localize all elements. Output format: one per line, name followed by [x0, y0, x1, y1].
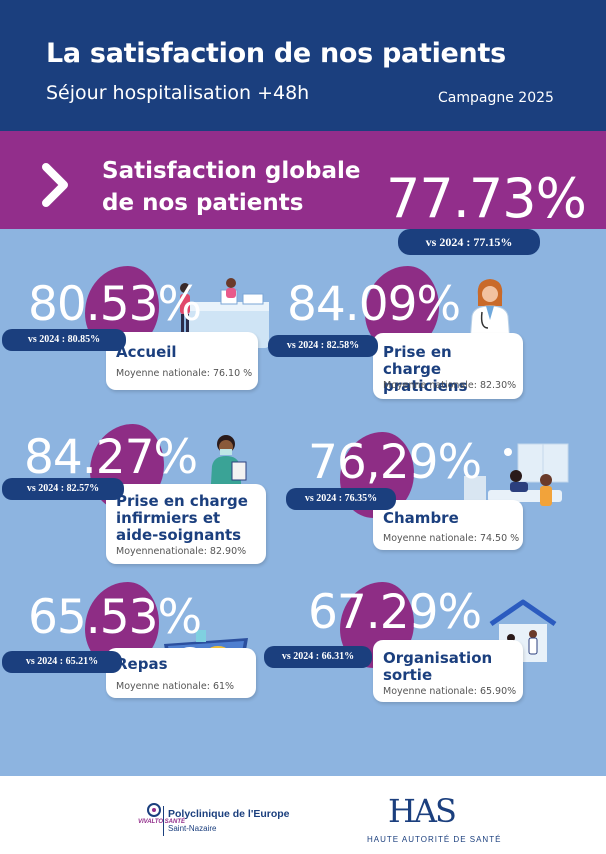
repas-percentage: 65.53% — [28, 590, 202, 645]
polyclinique-city: Saint-Nazaire — [168, 824, 217, 833]
sortie-national-average: Moyenne nationale: 65.90% — [383, 686, 517, 697]
accueil-national-average: Moyenne nationale: 76.10 % — [116, 368, 253, 379]
infirmiers-national-average: Moyennenationale: 82.90% — [116, 546, 247, 557]
header-banner: La satisfaction de nos patients Séjour h… — [0, 0, 606, 131]
sortie-card-title: Organisation sortie — [383, 649, 493, 684]
praticiens-percentage: 84.09% — [287, 277, 461, 332]
reception-desk-illustration — [180, 278, 269, 348]
infirmiers-card-title: Prise en charge infirmiers et aide-soign… — [116, 492, 248, 544]
vivalto-logo-icon — [147, 803, 161, 817]
campaign-label: Campagne 2025 — [438, 90, 554, 106]
page-subtitle: Séjour hospitalisation +48h — [46, 82, 310, 104]
sortie-percentage: 67.29% — [308, 585, 482, 640]
global-satisfaction-value: 77.73% — [386, 167, 587, 230]
chambre-national-average: Moyenne nationale: 74.50 % — [383, 533, 520, 544]
sortie-card: Organisation sortie Moyenne nationale: 6… — [373, 640, 523, 702]
repas-vs-2024-badge: vs 2024 : 65.21% — [2, 651, 122, 673]
vivalto-brand: VIVALTO SANTÉ — [138, 819, 186, 825]
infirmiers-vs-2024-badge: vs 2024 : 82.57% — [2, 478, 124, 500]
praticiens-card: Prise en charge praticiens Moyenne natio… — [373, 333, 523, 399]
polyclinique-name: Polyclinique de l'Europe — [168, 808, 290, 820]
sortie-vs-2024-badge: vs 2024 : 66.31% — [264, 646, 372, 668]
chevron-right-icon — [42, 163, 68, 207]
accueil-vs-2024-badge: vs 2024 : 80.85% — [2, 329, 126, 351]
repas-card: Repas Moyenne nationale: 61% — [106, 648, 256, 698]
has-full-name: HAUTE AUTORITÉ DE SANTÉ — [367, 835, 502, 844]
footer-divider — [163, 806, 164, 836]
praticiens-card-title: Prise en charge praticiens — [383, 343, 468, 395]
hospital-room-illustration — [464, 443, 569, 506]
global-satisfaction-label: Satisfaction globale de nos patients — [102, 158, 361, 216]
repas-card-title: Repas — [116, 655, 168, 673]
chambre-card-title: Chambre — [383, 509, 459, 527]
chambre-vs-2024-badge: vs 2024 : 76.35% — [286, 488, 396, 510]
global-satisfaction-banner: Satisfaction globale de nos patients 77.… — [0, 131, 606, 230]
praticiens-vs-2024-badge: vs 2024 : 82.58% — [268, 335, 378, 357]
infirmiers-card: Prise en charge infirmiers et aide-soign… — [106, 484, 266, 564]
chambre-percentage: 76,29% — [308, 435, 482, 490]
accueil-card-title: Accueil — [116, 343, 177, 361]
praticiens-national-average: Moyenne nationale: 82.30% — [383, 380, 517, 391]
chambre-card: Chambre Moyenne nationale: 74.50 % — [373, 500, 523, 550]
infirmiers-percentage: 84.27% — [24, 430, 198, 485]
has-logo: HAS — [388, 792, 457, 830]
global-vs-2024-badge: vs 2024 : 77.15% — [398, 229, 540, 255]
page-title: La satisfaction de nos patients — [46, 38, 506, 69]
footer — [0, 776, 606, 854]
repas-national-average: Moyenne nationale: 61% — [116, 681, 235, 692]
accueil-percentage: 80.53% — [28, 277, 202, 332]
accueil-card: Accueil Moyenne nationale: 76.10 % — [106, 332, 258, 390]
